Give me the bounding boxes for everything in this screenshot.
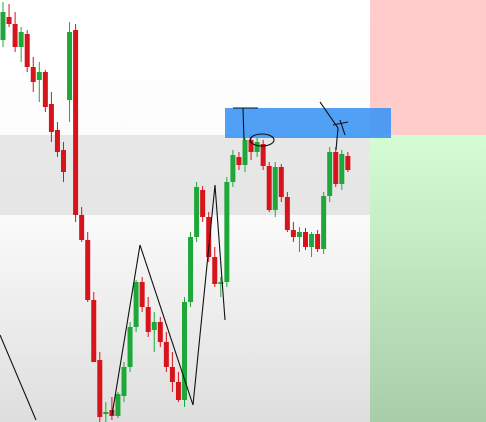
candle-body xyxy=(103,412,109,414)
candle-body xyxy=(163,342,169,367)
candle-body xyxy=(97,360,103,417)
candle-body xyxy=(175,382,181,400)
zigzag xyxy=(111,184,226,416)
candle-body xyxy=(266,166,272,210)
candle-body xyxy=(12,24,18,47)
candle-body xyxy=(54,130,60,152)
candle-body xyxy=(345,156,351,170)
annotations xyxy=(0,101,349,421)
candle-body xyxy=(200,190,206,217)
candle-body xyxy=(24,34,30,67)
candle-body xyxy=(224,182,230,282)
candle-body xyxy=(42,72,48,107)
candle-body xyxy=(0,12,6,40)
candle-body xyxy=(327,152,333,196)
candle-body xyxy=(91,300,97,362)
circle-mark xyxy=(249,133,275,147)
candle-body xyxy=(145,307,151,332)
candle-body xyxy=(151,322,157,330)
candle-body xyxy=(212,257,218,284)
candle-body xyxy=(121,367,127,396)
candle-body xyxy=(139,282,145,307)
candle-body xyxy=(115,394,121,416)
candle-body xyxy=(303,232,308,247)
target-zone xyxy=(370,135,486,422)
candle-body xyxy=(242,140,248,165)
candle-body xyxy=(315,234,321,249)
candle-body xyxy=(218,282,224,284)
candle-body xyxy=(309,234,315,247)
candle-body xyxy=(333,152,339,184)
candle-body xyxy=(67,32,73,100)
candle-body xyxy=(290,230,296,237)
candle-body xyxy=(127,327,133,367)
trend-line xyxy=(0,334,37,421)
candle-body xyxy=(48,104,54,132)
candle-body xyxy=(272,167,278,210)
candle-body xyxy=(18,32,24,47)
candle-body xyxy=(254,142,260,152)
candle-body xyxy=(73,30,79,215)
candle-body xyxy=(230,155,236,182)
candle-body xyxy=(206,217,212,257)
candle-body xyxy=(296,232,302,237)
candle-body xyxy=(284,197,290,230)
candle-body xyxy=(157,322,163,342)
candle-body xyxy=(36,72,42,80)
candle-body xyxy=(188,237,194,302)
candle-body xyxy=(182,302,187,400)
candle-body xyxy=(260,144,266,166)
candle-body xyxy=(236,157,242,165)
candle-body xyxy=(133,282,139,327)
candle-body xyxy=(61,150,66,172)
candle-body xyxy=(321,196,327,249)
candle-body xyxy=(248,140,254,152)
candle-body xyxy=(79,215,85,240)
scribble xyxy=(319,101,349,151)
candle-body xyxy=(169,367,175,382)
supply-zone xyxy=(225,108,391,138)
candles xyxy=(0,2,351,422)
candle-body xyxy=(278,167,284,197)
candle-body xyxy=(194,187,200,237)
mark xyxy=(233,107,258,141)
candle-body xyxy=(85,240,91,300)
candle-body xyxy=(30,67,36,82)
candle-body xyxy=(339,154,345,184)
candle-body xyxy=(6,17,12,24)
